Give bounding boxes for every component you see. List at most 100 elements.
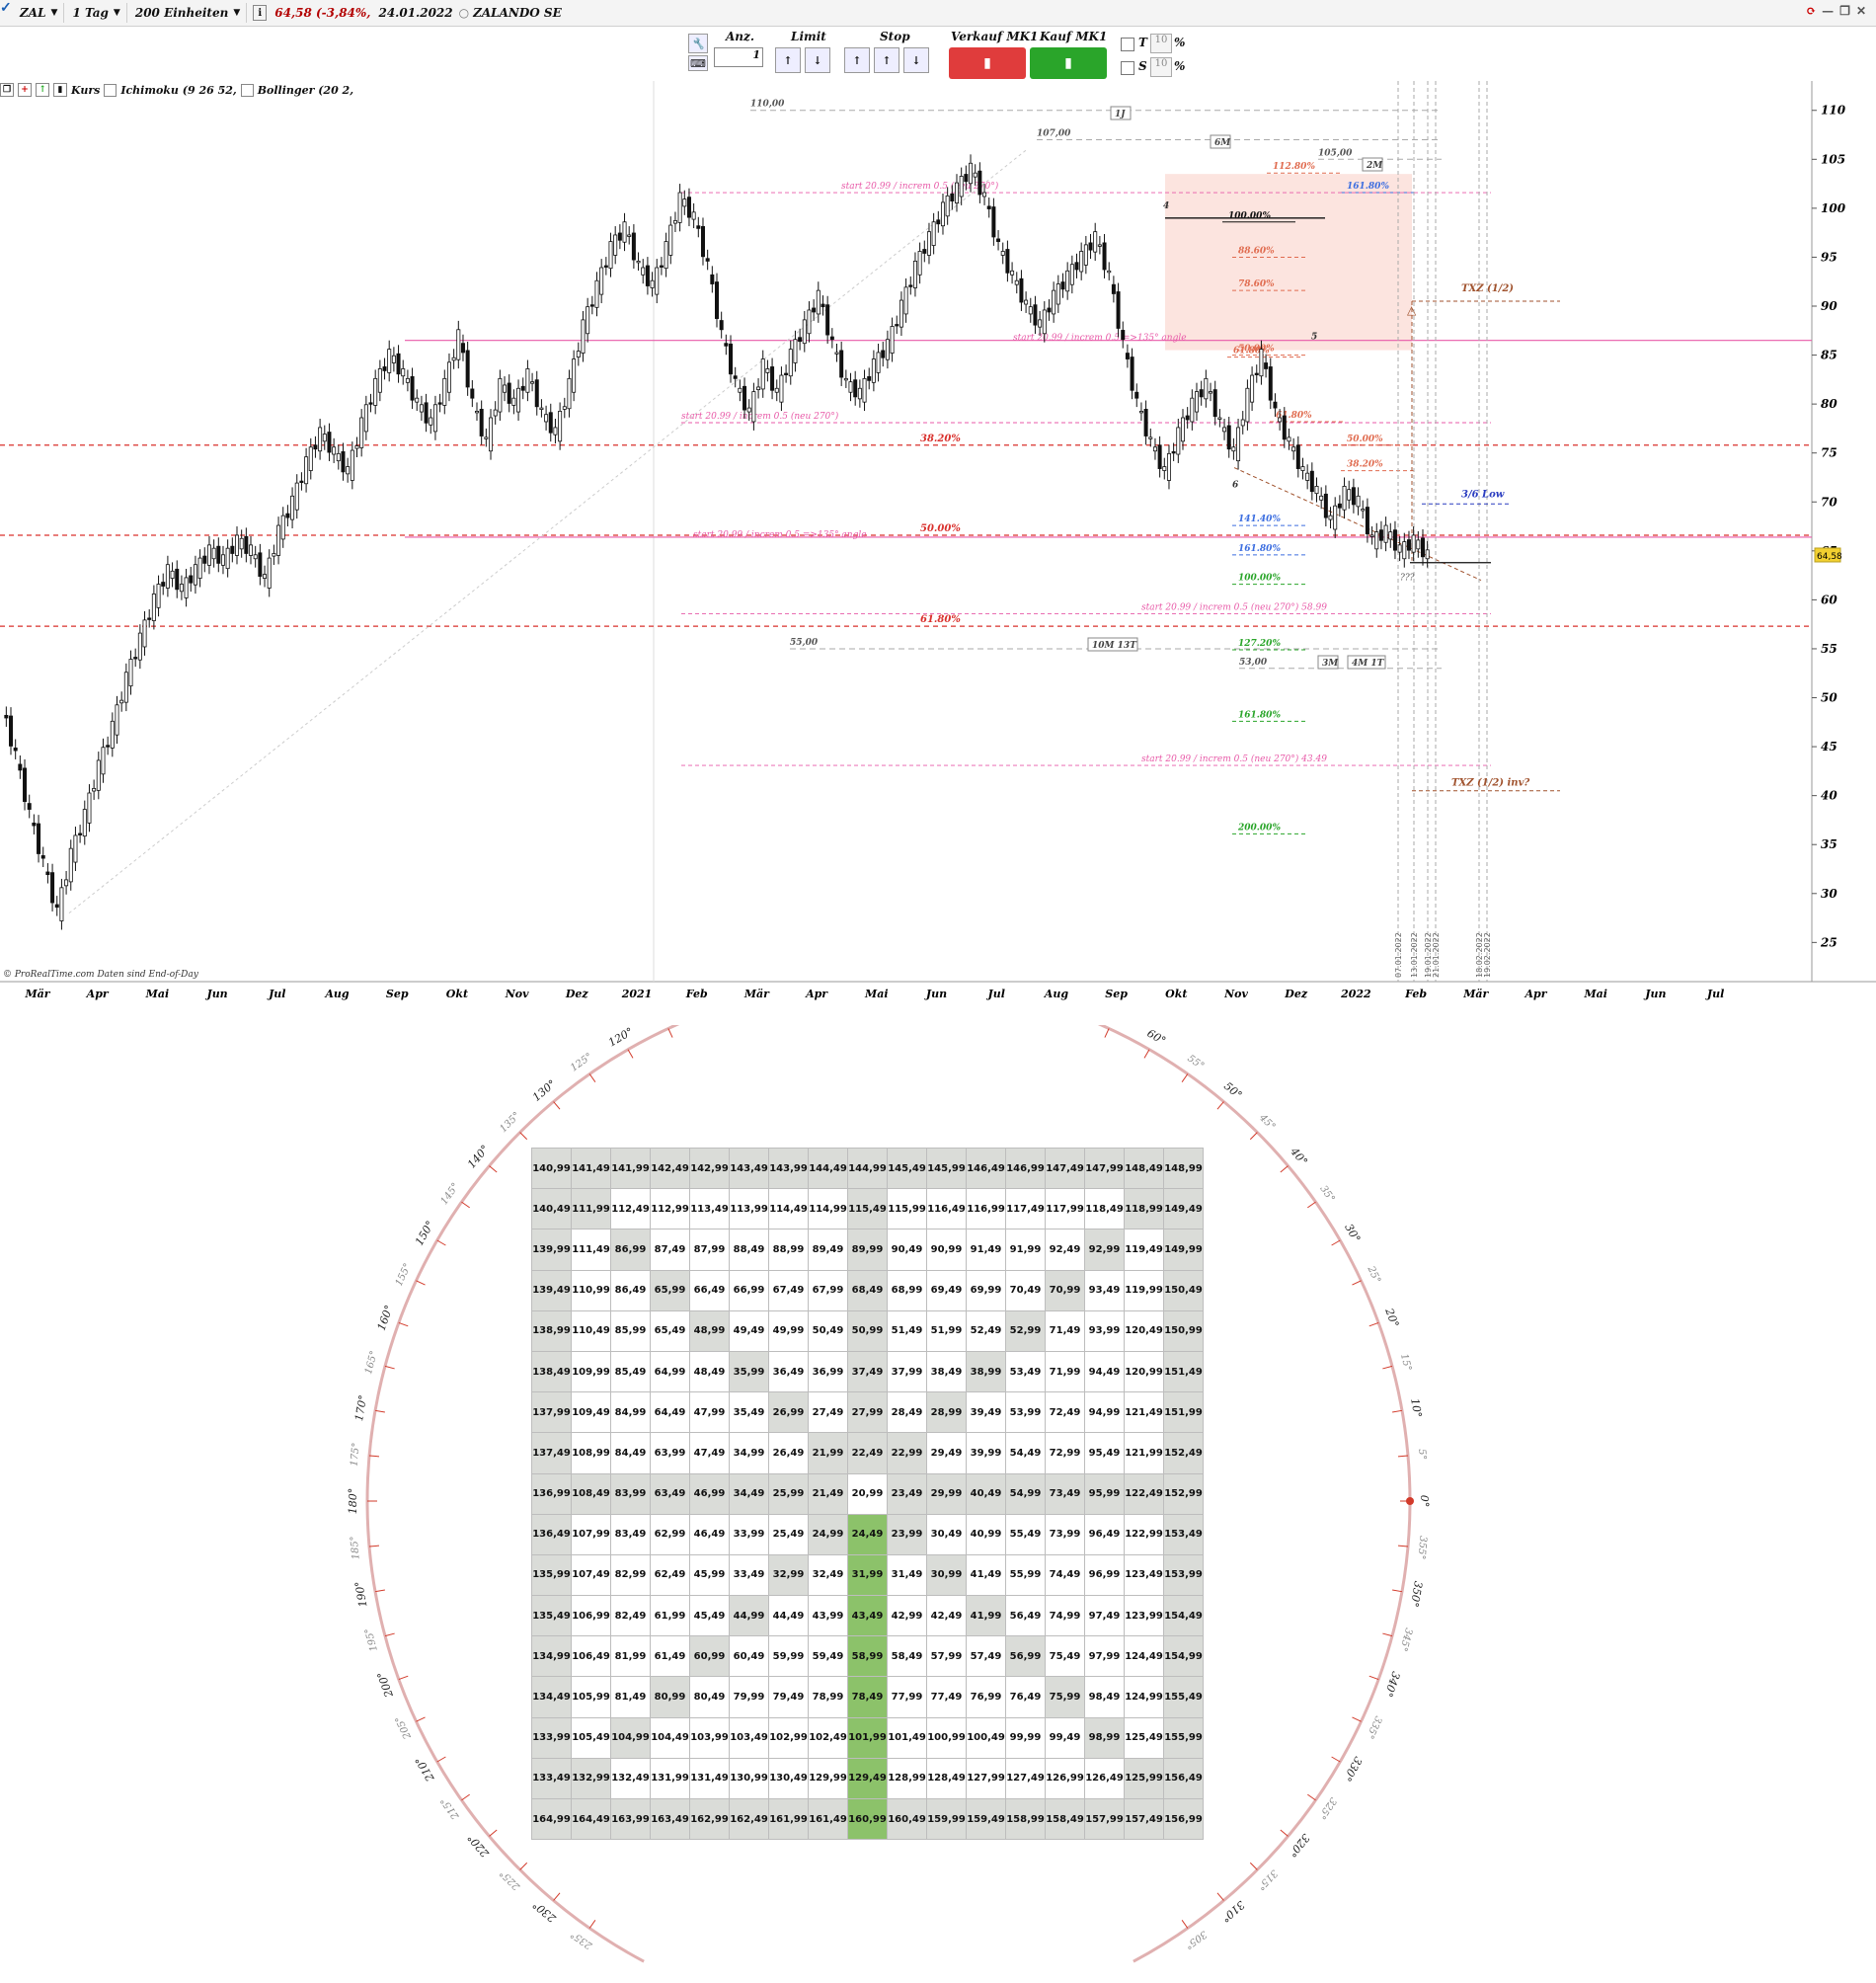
x-tick-label: Sep: [1105, 988, 1128, 1000]
minimize-icon[interactable]: —: [1822, 4, 1835, 18]
candle-body: [179, 584, 184, 593]
ichimoku-checkbox[interactable]: [104, 83, 117, 97]
stop-button-1[interactable]: ↑: [844, 47, 870, 73]
candle-body: [765, 368, 770, 373]
candle-body: [672, 220, 677, 224]
candle-body: [955, 182, 960, 203]
wrench-icon[interactable]: 🔧: [688, 34, 708, 53]
candle-body: [710, 274, 715, 284]
t-value[interactable]: 10: [1150, 34, 1172, 53]
time-box: [1317, 655, 1339, 670]
gann-cell: 26,99: [768, 1391, 809, 1434]
gann-row: 140,49 111,99 112,49 112,99 113,49 113,99 114,…: [531, 1188, 1204, 1230]
gann-cell: 151,99: [1163, 1391, 1204, 1434]
close-icon[interactable]: ✕: [1855, 4, 1866, 18]
gann-cell: 110,99: [571, 1269, 611, 1311]
gann-cell: 24,99: [808, 1513, 848, 1555]
units-select[interactable]: 200 Einheiten ▼: [129, 3, 248, 23]
timeframe-select[interactable]: 1 Tag ▼: [66, 3, 127, 23]
qty-input[interactable]: 1: [714, 47, 763, 67]
gann-cell: 45,99: [689, 1553, 730, 1597]
s-value[interactable]: 10: [1150, 57, 1172, 77]
limit-sell-button[interactable]: ↓: [805, 47, 830, 73]
window-icon[interactable]: ❐: [0, 83, 14, 97]
gann-cell: 121,99: [1124, 1432, 1164, 1474]
instrument-name: ZALANDO SE: [473, 6, 562, 20]
gann-cell: 125,49: [1124, 1716, 1164, 1759]
time-box-label: 3M: [1322, 659, 1339, 669]
gann-cell: 65,49: [650, 1309, 690, 1352]
candle-body: [432, 404, 437, 433]
gann-cell: 95,49: [1084, 1432, 1125, 1474]
candle-body: [313, 444, 318, 450]
t-checkbox[interactable]: [1121, 38, 1134, 51]
gann-cell: 111,99: [571, 1188, 611, 1230]
candle-body: [1397, 544, 1402, 553]
gann-cell: 81,49: [610, 1676, 651, 1718]
angle-tick: [553, 1101, 561, 1110]
s-checkbox[interactable]: [1121, 61, 1134, 75]
gann-cell: 118,49: [1084, 1188, 1125, 1230]
angle-label: 165°: [363, 1350, 380, 1376]
gann-row: 138,99 110,49 85,99 65,49 48,99 49,49 49,99 50,…: [531, 1309, 1204, 1352]
refresh-icon[interactable]: ⟳: [1806, 4, 1817, 18]
gann-cell: 95,99: [1084, 1472, 1125, 1515]
wedge-line: [1233, 467, 1482, 582]
candle-body: [354, 445, 359, 449]
candle-body: [1388, 531, 1393, 540]
limit-label: Limit: [791, 30, 826, 43]
x-tick-label: Jul: [986, 988, 1005, 1000]
candle-body: [1351, 487, 1356, 506]
gann-cell: 140,99: [531, 1147, 572, 1190]
candle-body: [373, 377, 378, 406]
add-icon[interactable]: +: [18, 83, 32, 97]
buy-market-button[interactable]: ▮: [1030, 47, 1107, 79]
candle-body: [18, 763, 23, 771]
y-tick-label: 45: [1821, 740, 1837, 754]
gann-cell: 47,99: [689, 1391, 730, 1434]
gann-cell: 134,49: [531, 1676, 572, 1718]
symbol-select[interactable]: ZAL ▼: [14, 3, 65, 23]
gann-cell: 88,99: [768, 1229, 809, 1271]
price-chart[interactable]: 110105100959085807570656055504540353025M…: [0, 81, 1876, 1005]
date-vline-label: 19.02.2022: [1483, 932, 1492, 978]
gann-cell: 111,49: [571, 1229, 611, 1271]
x-tick-label: Dez: [565, 988, 589, 1000]
gann-cell: 107,49: [571, 1553, 611, 1597]
buy-label: Kauf MK1: [1040, 30, 1108, 43]
gann-row: 139,99 111,49 86,99 87,49 87,99 88,49 88,99 89,…: [531, 1229, 1204, 1271]
gann-cell: 114,99: [808, 1188, 848, 1230]
candle-body: [871, 358, 876, 383]
gann-cell: 87,99: [689, 1229, 730, 1271]
candle-body: [1024, 299, 1029, 305]
stop-button-3[interactable]: ↓: [903, 47, 929, 73]
candle-body: [165, 564, 170, 589]
candle-body: [1042, 309, 1047, 335]
candle-body: [211, 547, 216, 560]
up-arrow-icon[interactable]: ↑: [36, 83, 49, 97]
gann-cell: 157,99: [1084, 1797, 1125, 1841]
gann-cell: 60,49: [729, 1635, 769, 1678]
gann-cell: 40,99: [966, 1513, 1006, 1555]
gann-cell: 67,49: [768, 1269, 809, 1311]
x-tick-label: Mär: [24, 988, 50, 1000]
stop-button-2[interactable]: ↑: [874, 47, 899, 73]
keyboard-icon[interactable]: ⌨: [688, 55, 708, 71]
limit-buy-button[interactable]: ↑: [775, 47, 801, 73]
t-label: T: [1138, 36, 1147, 49]
restore-icon[interactable]: ❐: [1839, 4, 1850, 18]
fib-ext-label: 161.80%: [1238, 710, 1281, 720]
info-icon[interactable]: i: [253, 5, 268, 21]
candle-body: [548, 412, 553, 434]
x-tick-label: Nov: [505, 988, 529, 1000]
candle-body: [724, 343, 729, 347]
gann-cell: 33,99: [729, 1513, 769, 1555]
angle-label: 50°: [1221, 1079, 1244, 1101]
gann-cell: 46,49: [689, 1513, 730, 1555]
sell-market-button[interactable]: ▮: [949, 47, 1026, 79]
candle-body: [631, 232, 636, 261]
angle-tick: [1181, 1920, 1189, 1929]
candle-body: [318, 427, 323, 452]
bollinger-checkbox[interactable]: [240, 83, 254, 97]
gann-cell: 49,49: [729, 1309, 769, 1352]
